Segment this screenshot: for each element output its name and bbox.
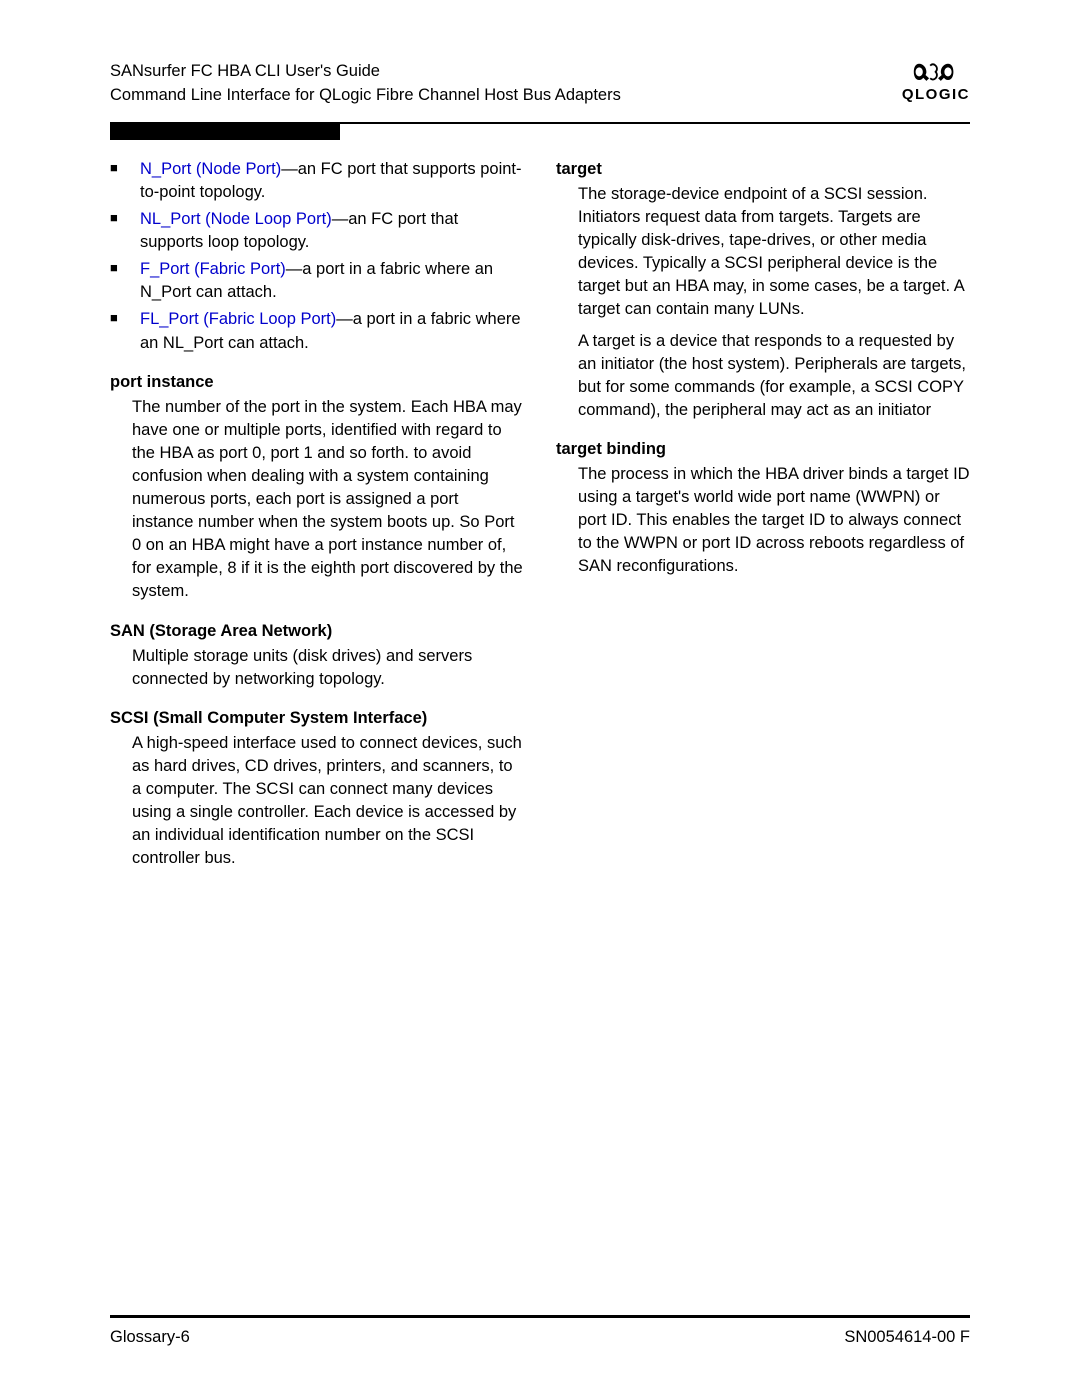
glossary-definition: A high-speed interface used to connect d… — [110, 732, 524, 871]
port-type-bullet: FL_Port (Fabric Loop Port)—a port in a f… — [140, 308, 524, 354]
footer-left: Glossary-6 — [110, 1328, 190, 1347]
definition-paragraph: A target is a device that responds to a … — [578, 330, 970, 422]
definition-paragraph: The process in which the HBA driver bind… — [578, 463, 970, 578]
glossary-definition: The number of the port in the system. Ea… — [110, 396, 524, 604]
right-column: targetThe storage-device endpoint of a S… — [556, 158, 970, 875]
glossary-link[interactable]: NL_Port (Node Loop Port) — [140, 210, 332, 228]
port-type-bullet: N_Port (Node Port)—an FC port that suppo… — [140, 158, 524, 204]
header-thick-rule — [110, 122, 340, 140]
glossary-definition: The process in which the HBA driver bind… — [556, 463, 970, 578]
glossary-link[interactable]: N_Port (Node Port) — [140, 160, 281, 178]
glossary-term: SAN (Storage Area Network) — [110, 620, 524, 643]
qlogic-logo: QLOGIC — [902, 60, 970, 103]
logo-text: QLOGIC — [902, 86, 970, 103]
footer-right: SN0054614-00 F — [844, 1328, 970, 1347]
glossary-link[interactable]: F_Port (Fabric Port) — [140, 260, 286, 278]
footer-rule — [110, 1315, 970, 1318]
header-title: SANsurfer FC HBA CLI User's Guide — [110, 60, 621, 84]
definition-paragraph: The storage-device endpoint of a SCSI se… — [578, 183, 970, 322]
glossary-term: target binding — [556, 438, 970, 461]
glossary-definition: Multiple storage units (disk drives) and… — [110, 645, 524, 691]
header-subtitle: Command Line Interface for QLogic Fibre … — [110, 84, 621, 108]
glossary-link[interactable]: FL_Port (Fabric Loop Port) — [140, 310, 336, 328]
left-column: N_Port (Node Port)—an FC port that suppo… — [110, 158, 524, 875]
glossary-term: SCSI (Small Computer System Interface) — [110, 707, 524, 730]
glossary-definition: The storage-device endpoint of a SCSI se… — [556, 183, 970, 422]
glossary-term: target — [556, 158, 970, 181]
port-type-bullet: F_Port (Fabric Port)—a port in a fabric … — [140, 258, 524, 304]
glossary-term: port instance — [110, 371, 524, 394]
port-type-bullet: NL_Port (Node Loop Port)—an FC port that… — [140, 208, 524, 254]
